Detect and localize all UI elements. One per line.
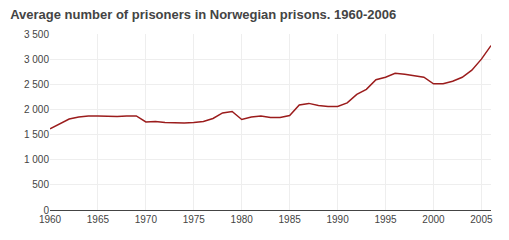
svg-text:1960: 1960: [39, 214, 62, 225]
svg-text:2000: 2000: [422, 214, 445, 225]
svg-text:1980: 1980: [231, 214, 254, 225]
svg-text:0: 0: [43, 205, 49, 216]
svg-text:1985: 1985: [279, 214, 302, 225]
svg-text:1975: 1975: [183, 214, 206, 225]
svg-text:1 000: 1 000: [24, 154, 49, 165]
svg-text:2 500: 2 500: [24, 79, 49, 90]
svg-text:500: 500: [32, 179, 49, 190]
svg-text:Average number of prisoners in: Average number of prisoners in Norwegian…: [10, 7, 396, 22]
svg-text:3 000: 3 000: [24, 54, 49, 65]
svg-text:1 500: 1 500: [24, 129, 49, 140]
svg-text:1995: 1995: [374, 214, 397, 225]
svg-text:3 500: 3 500: [24, 29, 49, 40]
svg-text:2005: 2005: [470, 214, 493, 225]
svg-text:1990: 1990: [326, 214, 349, 225]
svg-text:2 000: 2 000: [24, 104, 49, 115]
svg-text:1970: 1970: [135, 214, 158, 225]
svg-text:1965: 1965: [87, 214, 110, 225]
